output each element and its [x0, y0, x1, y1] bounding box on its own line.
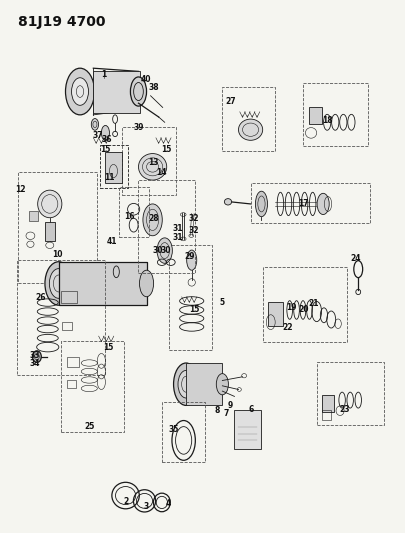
Bar	[321, 410, 330, 420]
Bar	[121, 127, 175, 195]
Bar	[250, 183, 369, 223]
Text: 15: 15	[103, 343, 113, 352]
Text: 13: 13	[148, 158, 159, 166]
Text: 31: 31	[172, 233, 183, 242]
Bar	[17, 260, 104, 375]
Bar	[321, 395, 333, 413]
Bar	[58, 262, 146, 305]
Text: 26: 26	[36, 293, 46, 302]
Text: 11: 11	[104, 173, 115, 182]
Text: 81J19 4700: 81J19 4700	[17, 14, 105, 29]
Text: 5: 5	[219, 298, 224, 307]
Bar	[61, 291, 77, 303]
Ellipse shape	[186, 250, 196, 270]
Text: 14: 14	[156, 167, 167, 176]
Bar	[93, 71, 139, 113]
Text: 4: 4	[166, 499, 171, 508]
Text: 18: 18	[321, 116, 332, 125]
Text: 31: 31	[172, 224, 183, 233]
Ellipse shape	[316, 193, 328, 215]
Text: 24: 24	[349, 254, 360, 263]
Text: 15: 15	[188, 305, 199, 314]
Text: 20: 20	[298, 305, 308, 314]
Text: 2: 2	[124, 497, 129, 506]
Bar	[119, 187, 149, 237]
Text: 39: 39	[133, 123, 143, 132]
Ellipse shape	[157, 238, 172, 263]
Bar	[61, 341, 123, 432]
Bar	[168, 245, 212, 350]
Bar	[308, 108, 321, 124]
Ellipse shape	[91, 118, 98, 130]
Bar	[162, 402, 205, 462]
Bar	[267, 302, 282, 326]
Text: 10: 10	[52, 251, 62, 260]
Bar	[45, 222, 55, 241]
Ellipse shape	[65, 68, 94, 115]
Text: 1: 1	[101, 70, 107, 79]
Text: 16: 16	[124, 212, 134, 221]
Bar	[302, 83, 367, 146]
Ellipse shape	[32, 351, 41, 362]
Text: 37: 37	[92, 131, 102, 140]
Text: 19: 19	[286, 303, 296, 312]
Ellipse shape	[238, 119, 262, 140]
Text: 17: 17	[297, 199, 307, 208]
Text: 34: 34	[29, 359, 40, 367]
Ellipse shape	[49, 269, 68, 298]
Bar	[316, 362, 384, 424]
Ellipse shape	[255, 191, 267, 216]
Text: 6: 6	[248, 405, 254, 414]
Bar	[100, 144, 127, 188]
Ellipse shape	[139, 270, 153, 297]
Text: 36: 36	[102, 135, 112, 144]
Text: 29: 29	[184, 253, 195, 262]
Text: 30: 30	[152, 246, 163, 255]
Text: 21: 21	[308, 299, 318, 308]
Text: 32: 32	[188, 214, 199, 223]
Text: 27: 27	[224, 96, 235, 106]
Ellipse shape	[45, 262, 72, 305]
Bar	[222, 87, 274, 151]
Bar	[29, 212, 38, 221]
Bar	[66, 357, 79, 367]
Bar	[234, 410, 260, 449]
Text: 25: 25	[84, 422, 94, 431]
Text: 28: 28	[148, 214, 159, 223]
Bar	[185, 363, 222, 406]
Text: 15: 15	[160, 146, 171, 155]
Text: 41: 41	[107, 237, 117, 246]
Text: 12: 12	[15, 185, 26, 194]
Text: 22: 22	[282, 323, 292, 332]
Text: 30: 30	[160, 246, 171, 255]
Text: 35: 35	[168, 425, 179, 434]
Bar	[105, 152, 121, 183]
Ellipse shape	[216, 374, 228, 395]
Bar	[18, 172, 97, 284]
Bar	[138, 180, 194, 273]
Text: 8: 8	[214, 406, 219, 415]
Text: 32: 32	[188, 226, 199, 235]
Text: 9: 9	[227, 401, 232, 410]
Ellipse shape	[177, 370, 194, 398]
Ellipse shape	[143, 204, 162, 236]
Text: 33: 33	[29, 351, 40, 360]
Ellipse shape	[130, 77, 146, 106]
Ellipse shape	[173, 363, 198, 406]
Ellipse shape	[101, 125, 109, 140]
Text: 38: 38	[148, 83, 159, 92]
Ellipse shape	[138, 154, 166, 180]
Text: 3: 3	[143, 502, 149, 511]
Bar	[262, 266, 347, 342]
Text: 23: 23	[338, 405, 349, 414]
Ellipse shape	[71, 78, 88, 106]
Text: 40: 40	[140, 75, 151, 84]
Bar	[66, 381, 75, 389]
Bar	[62, 322, 72, 330]
Ellipse shape	[38, 190, 62, 217]
Text: 7: 7	[223, 409, 228, 418]
Ellipse shape	[224, 199, 231, 205]
Text: 15: 15	[100, 146, 110, 155]
